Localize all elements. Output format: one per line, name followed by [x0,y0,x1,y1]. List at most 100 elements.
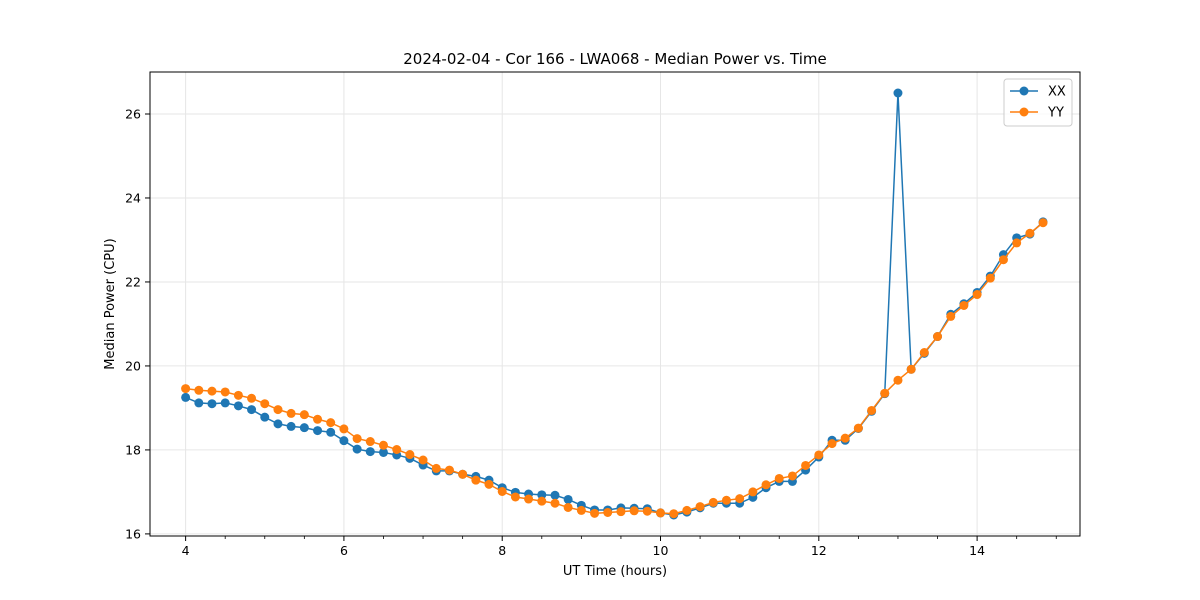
data-point-yy [418,455,428,465]
data-point-xx [550,490,560,500]
data-point-yy [801,460,811,470]
data-point-yy [471,475,481,485]
data-point-yy [919,348,929,357]
x-tick-label: 8 [498,543,506,558]
legend: XX YY [1003,78,1073,127]
data-point-yy [299,410,309,420]
data-point-yy [933,332,943,342]
data-point-yy [431,463,441,473]
data-point-yy [576,505,586,515]
data-point-yy [365,437,375,447]
data-point-yy [959,300,969,310]
data-point-yy [405,450,415,460]
data-point-yy [1012,238,1022,248]
x-tick-label: 12 [811,543,827,558]
data-point-yy [181,384,191,394]
data-point-xx [378,447,388,457]
data-point-yy [444,465,454,475]
data-point-yy [233,390,243,400]
data-point-yy [273,405,283,415]
data-point-yy [998,255,1008,265]
data-point-yy [880,388,890,398]
data-point-yy [906,364,916,374]
data-point-yy [260,399,270,409]
data-point-xx [365,447,375,457]
x-tick-label: 14 [969,543,985,558]
data-point-yy [352,434,362,444]
data-point-xx [537,490,547,500]
data-point-xx [326,427,336,437]
axis-ticks: 4 6 8 10 12 14 16 18 20 22 24 26 [125,106,1057,558]
data-point-yy [972,290,982,300]
x-tick-label: 4 [182,543,190,558]
data-point-yy [946,311,956,321]
data-point-yy [748,487,758,497]
data-point-yy [695,502,705,512]
data-point-yy [207,386,217,396]
data-point-yy [326,418,336,428]
x-tick-label: 6 [340,543,348,558]
data-point-yy [392,445,402,454]
data-point-xx [220,398,230,408]
data-point-yy [787,471,797,481]
data-point-yy [537,496,547,506]
y-tick-label: 24 [125,190,141,205]
data-point-xx [194,398,204,408]
data-point-yy [629,506,639,516]
data-point-xx [339,436,349,446]
data-point-yy [510,492,520,502]
data-point-xx [286,421,296,431]
y-axis-label: Median Power (CPU) [103,238,118,369]
data-point-yy [774,473,784,483]
data-point-yy [1025,228,1035,238]
series-layer [181,88,1048,520]
data-point-yy [458,469,468,479]
data-point-yy [735,494,745,504]
data-point-yy [985,273,995,283]
data-point-yy [682,505,692,515]
data-point-yy [721,495,731,505]
x-tick-label: 10 [653,543,669,558]
y-tick-label: 18 [125,442,141,457]
y-tick-label: 26 [125,106,141,121]
data-point-yy [247,393,257,403]
data-point-yy [286,408,296,418]
data-point-xx [260,412,270,422]
data-point-xx [893,88,903,98]
x-axis-label: UT Time (hours) [563,564,667,579]
data-point-yy [840,433,850,443]
data-point-yy [497,486,507,496]
data-point-xx [352,444,362,454]
y-tick-label: 22 [125,274,141,289]
data-point-xx [181,392,191,402]
data-point-yy [524,494,534,504]
data-point-yy [313,414,323,424]
data-point-xx [273,419,283,429]
data-point-yy [761,480,771,490]
data-point-yy [867,405,877,415]
legend-marker-yy [1019,107,1029,117]
data-point-yy [616,507,626,517]
data-point-yy [669,509,679,519]
data-point-yy [893,375,903,385]
data-point-xx [207,399,217,409]
data-point-xx [563,494,573,504]
data-point-xx [313,426,323,436]
data-point-xx [247,405,257,415]
data-point-xx [233,401,243,411]
data-point-yy [814,450,824,460]
data-point-yy [378,440,388,450]
data-point-yy [563,502,573,512]
plot-frame [149,71,1081,537]
data-point-yy [194,385,204,395]
legend-marker-xx [1019,86,1029,96]
y-tick-label: 16 [125,526,141,541]
chart-title: 2024-02-04 - Cor 166 - LWA068 - Median P… [403,50,827,68]
data-point-yy [550,498,560,508]
data-point-yy [484,479,494,489]
legend-label-yy: YY [1047,106,1064,121]
data-point-xx [299,423,309,433]
data-point-yy [603,507,613,517]
data-point-yy [827,439,837,449]
